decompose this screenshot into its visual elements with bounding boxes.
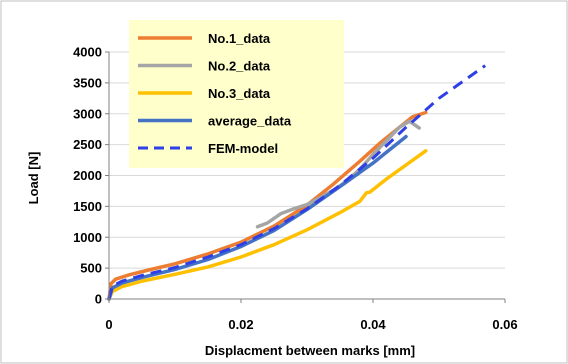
y-tick-label-5: 2500 (73, 137, 102, 152)
y-tick-label-3: 1500 (73, 199, 102, 214)
y-tick-label-8: 4000 (73, 45, 102, 60)
legend: No.1_data No.2_data No.3_data average_data F… (129, 20, 344, 168)
x-tick-label-0: 0 (105, 317, 112, 332)
y-tick-label-4: 2000 (73, 168, 102, 183)
y-axis-label: Load [N] (26, 152, 41, 205)
series-line-fem-model (107, 64, 487, 300)
y-tick-label-6: 3000 (73, 106, 102, 121)
tick-labels: 0 500 1000 1500 2000 2500 3000 3500 4000 0 0.02 0.0… (73, 45, 518, 333)
plot-series (107, 64, 487, 301)
legend-label-0: No.1_data (208, 31, 271, 46)
legend-label-1: No.2_data (208, 59, 271, 74)
x-axis-label: Displacment between marks [mm] (205, 343, 415, 358)
x-tick-label-2: 0.04 (360, 317, 386, 332)
x-tick-label-3: 0.06 (492, 317, 517, 332)
legend-label-4: FEM-model (208, 141, 278, 156)
legend-label-2: No.3_data (208, 86, 271, 101)
y-tick-label-7: 3500 (73, 75, 102, 90)
y-tick-label-1: 500 (80, 261, 102, 276)
y-tick-label-0: 0 (95, 292, 102, 307)
y-tick-label-2: 1000 (73, 230, 102, 245)
series-line-no-3-data (107, 149, 428, 301)
legend-label-3: average_data (208, 114, 292, 129)
x-tick-label-1: 0.02 (228, 317, 253, 332)
